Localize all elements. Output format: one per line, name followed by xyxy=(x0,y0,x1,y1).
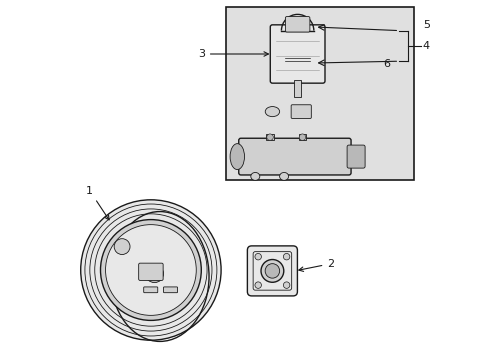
Ellipse shape xyxy=(261,260,283,282)
Text: 5: 5 xyxy=(422,20,429,30)
Ellipse shape xyxy=(264,107,279,117)
Bar xyxy=(298,134,306,140)
Text: 4: 4 xyxy=(422,41,429,51)
Circle shape xyxy=(145,265,163,283)
Bar xyxy=(287,27,307,70)
Text: 2: 2 xyxy=(298,259,334,271)
Ellipse shape xyxy=(264,264,279,278)
Bar xyxy=(294,80,300,97)
Circle shape xyxy=(299,134,305,140)
FancyBboxPatch shape xyxy=(346,145,365,168)
Text: 6: 6 xyxy=(383,59,389,69)
FancyBboxPatch shape xyxy=(270,25,325,83)
Circle shape xyxy=(283,282,289,288)
Bar xyxy=(265,134,273,140)
Ellipse shape xyxy=(230,144,244,170)
FancyBboxPatch shape xyxy=(290,105,311,118)
FancyBboxPatch shape xyxy=(280,51,315,72)
Ellipse shape xyxy=(279,172,288,180)
FancyBboxPatch shape xyxy=(163,287,177,293)
Ellipse shape xyxy=(281,31,313,40)
Bar xyxy=(226,7,413,180)
FancyBboxPatch shape xyxy=(247,246,297,296)
Circle shape xyxy=(254,282,261,288)
Circle shape xyxy=(266,134,273,140)
FancyBboxPatch shape xyxy=(285,17,309,32)
Ellipse shape xyxy=(250,172,259,180)
Circle shape xyxy=(101,220,201,320)
FancyBboxPatch shape xyxy=(238,138,350,175)
Circle shape xyxy=(283,253,289,260)
Circle shape xyxy=(105,225,196,315)
FancyBboxPatch shape xyxy=(139,263,163,280)
Text: 1: 1 xyxy=(86,186,109,220)
Circle shape xyxy=(114,239,130,255)
Circle shape xyxy=(81,200,221,340)
FancyBboxPatch shape xyxy=(143,287,158,293)
Text: 3: 3 xyxy=(198,49,268,59)
Wedge shape xyxy=(281,14,313,31)
Circle shape xyxy=(254,253,261,260)
